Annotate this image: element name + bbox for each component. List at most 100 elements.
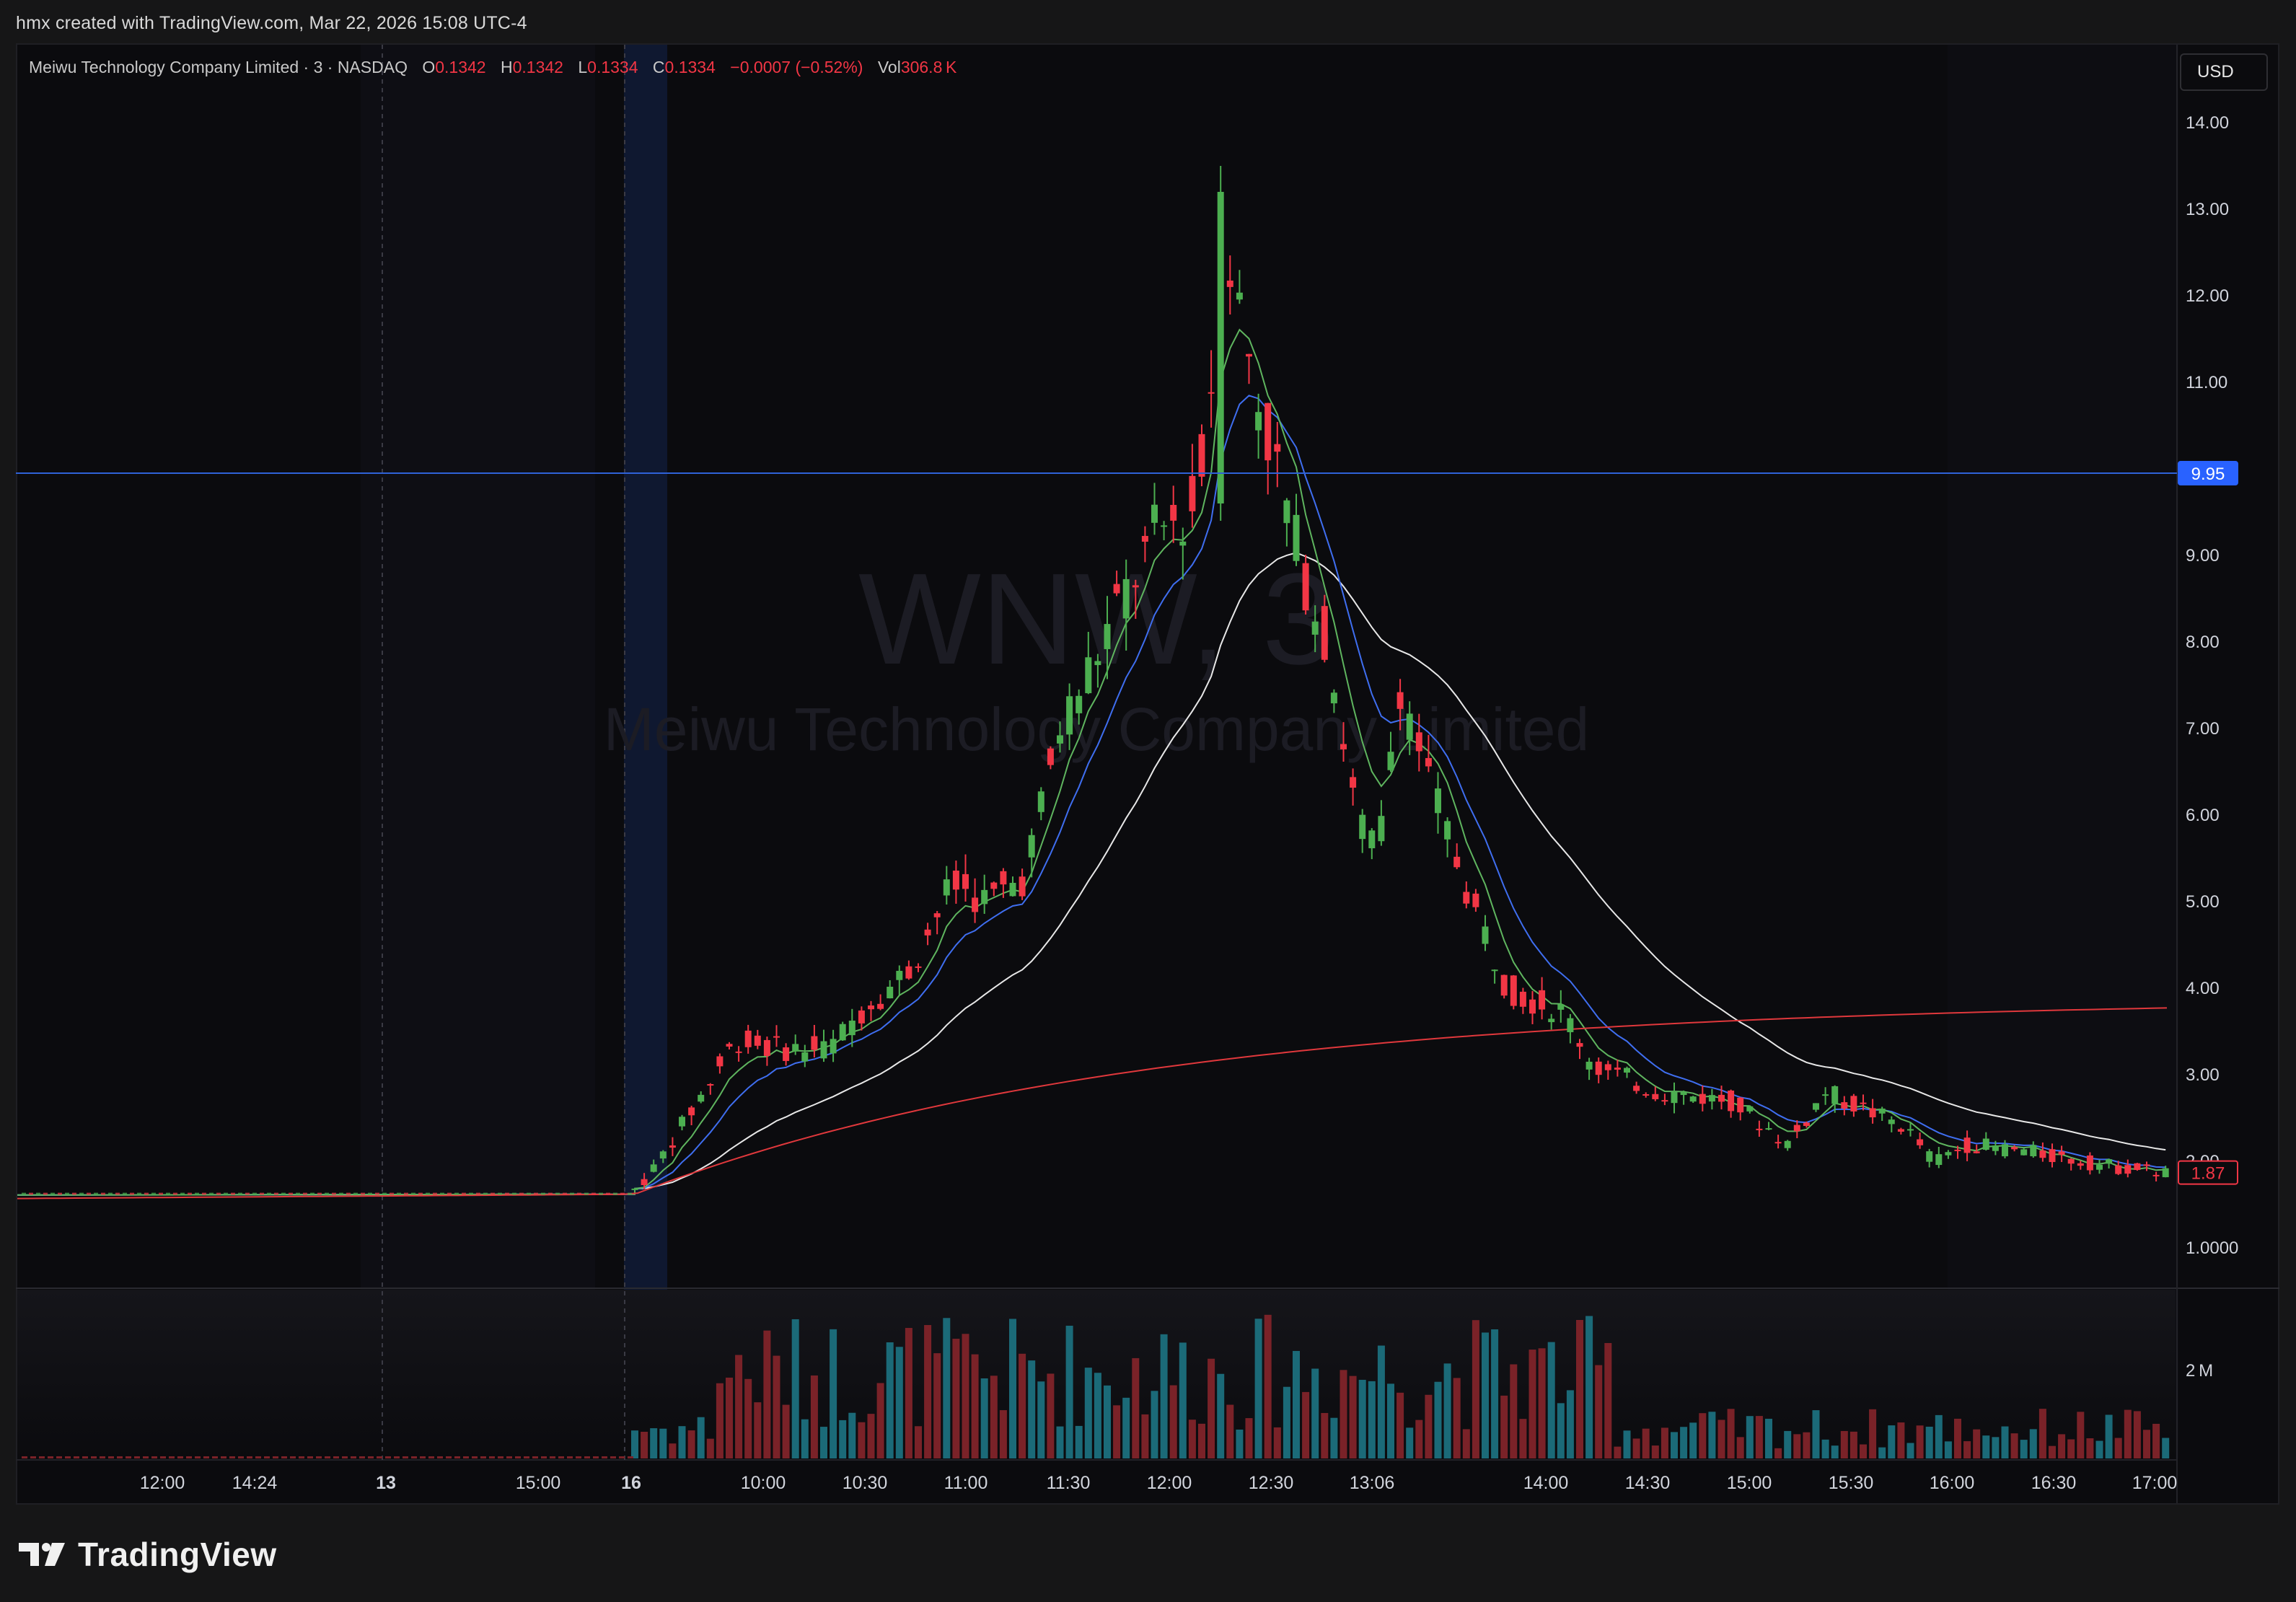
tradingview-logo[interactable]: TradingView: [17, 1535, 277, 1574]
volume-bar: [1349, 1376, 1357, 1458]
candle-body: [584, 1192, 589, 1195]
candle-body: [716, 1056, 723, 1067]
price-tick: 9.00: [2186, 546, 2220, 565]
candle-body: [1633, 1086, 1640, 1091]
volume-bar: [39, 1456, 45, 1458]
volume-bar: [1208, 1358, 1215, 1458]
volume-bar: [1425, 1394, 1433, 1458]
ma-long-line: [17, 1007, 2168, 1200]
volume-bar: [480, 1456, 486, 1458]
candle-body: [188, 1192, 192, 1195]
candle-body: [2134, 1163, 2141, 1171]
volume-bar: [1954, 1418, 1961, 1458]
volume-bar: [403, 1456, 408, 1458]
candle-body: [2067, 1158, 2075, 1164]
volume-bar: [1982, 1435, 1990, 1458]
volume-bar: [1132, 1357, 1140, 1458]
volume-bar: [489, 1456, 495, 1458]
volume-bar: [1963, 1441, 1971, 1458]
currency-button[interactable]: USD: [2180, 53, 2268, 91]
candle-body: [1784, 1140, 1791, 1148]
candle-body: [1463, 892, 1470, 904]
volume-bar: [1321, 1412, 1329, 1458]
ohlc-legend[interactable]: Meiwu Technology Company Limited · 3 · N…: [29, 58, 956, 77]
time-tick: 16:00: [1930, 1473, 1975, 1493]
candle-body: [1728, 1090, 1735, 1112]
candle-body: [36, 1192, 40, 1195]
candle-body: [606, 1192, 610, 1195]
candle-body: [877, 1003, 884, 1009]
candles: [22, 166, 2169, 1195]
price-axis[interactable]: 14.0013.0012.0011.0010.009.008.007.006.0…: [2186, 113, 2238, 1258]
candle-body: [404, 1192, 408, 1195]
volume-bar: [1472, 1320, 1479, 1458]
volume-bar: [1774, 1448, 1782, 1458]
volume-bar: [1755, 1416, 1763, 1458]
legend-open-label: O: [422, 58, 436, 76]
candle-body: [123, 1192, 127, 1195]
volume-bar: [1179, 1342, 1187, 1458]
candle-body: [108, 1192, 113, 1195]
volume-bar: [1340, 1370, 1347, 1458]
candle-body: [1897, 1129, 1904, 1132]
volume-bar: [1925, 1426, 1933, 1458]
volume-bar: [1784, 1430, 1792, 1458]
volume-bar: [744, 1378, 752, 1458]
volume-bar: [1188, 1420, 1196, 1458]
volume-bar: [1944, 1441, 1952, 1458]
volume-bar: [2133, 1411, 2141, 1458]
candle-body: [1189, 475, 1196, 511]
volume-bar: [1500, 1395, 1508, 1458]
candle-body: [726, 1044, 733, 1047]
volume-bar: [1283, 1386, 1290, 1458]
time-tick: 12:00: [140, 1473, 185, 1493]
candle-body: [1066, 696, 1073, 735]
candle-body: [570, 1192, 574, 1195]
candle-body: [1585, 1061, 1593, 1070]
candle-body: [144, 1192, 149, 1195]
volume-bar: [2152, 1423, 2160, 1458]
price-tick: 14.00: [2186, 113, 2229, 133]
candle-body: [669, 1145, 676, 1148]
candle-body: [72, 1192, 76, 1195]
volume-bar: [2020, 1440, 2028, 1458]
volume-bar: [437, 1456, 443, 1458]
volume-bar: [1831, 1445, 1839, 1458]
time-tick: 12:30: [1249, 1473, 1294, 1493]
legend-low-label: L: [578, 58, 588, 76]
volume-bar: [368, 1456, 374, 1458]
volume-bar: [420, 1456, 426, 1458]
volume-bar: [1935, 1414, 1943, 1458]
price-tag-box: [2178, 461, 2238, 485]
volume-bar: [411, 1456, 417, 1458]
candle-body: [1132, 585, 1139, 588]
time-tick: 10:00: [741, 1473, 786, 1493]
volume-bar: [428, 1456, 434, 1458]
volume-bar: [867, 1414, 875, 1458]
volume-bar: [858, 1422, 866, 1458]
volume-bar: [1623, 1430, 1631, 1458]
candle-body: [1217, 192, 1224, 503]
volume-bar: [2162, 1438, 2170, 1458]
candle-body: [839, 1024, 846, 1041]
volume-bar: [126, 1456, 131, 1458]
candle-body: [943, 879, 950, 896]
volume-bar: [773, 1355, 780, 1458]
time-tick: 17:00: [2132, 1473, 2178, 1493]
candle-body: [577, 1192, 581, 1195]
volume-bar: [602, 1456, 607, 1458]
volume-bar: [264, 1456, 270, 1458]
volume-bar: [1198, 1423, 1205, 1458]
candle-body: [1151, 504, 1158, 523]
volume-bar: [1793, 1434, 1801, 1458]
candle-body: [29, 1192, 33, 1195]
candle-body: [933, 913, 941, 917]
candle-body: [447, 1192, 452, 1195]
candle-body: [1671, 1091, 1678, 1104]
session-band-premarket: [361, 45, 595, 1458]
candle-body: [1472, 893, 1479, 907]
time-axis[interactable]: 12:00 14:24 13 15:00 16 10:00 10:30 11:00 11:30 1…: [140, 1473, 2178, 1493]
candle-body: [115, 1192, 120, 1195]
